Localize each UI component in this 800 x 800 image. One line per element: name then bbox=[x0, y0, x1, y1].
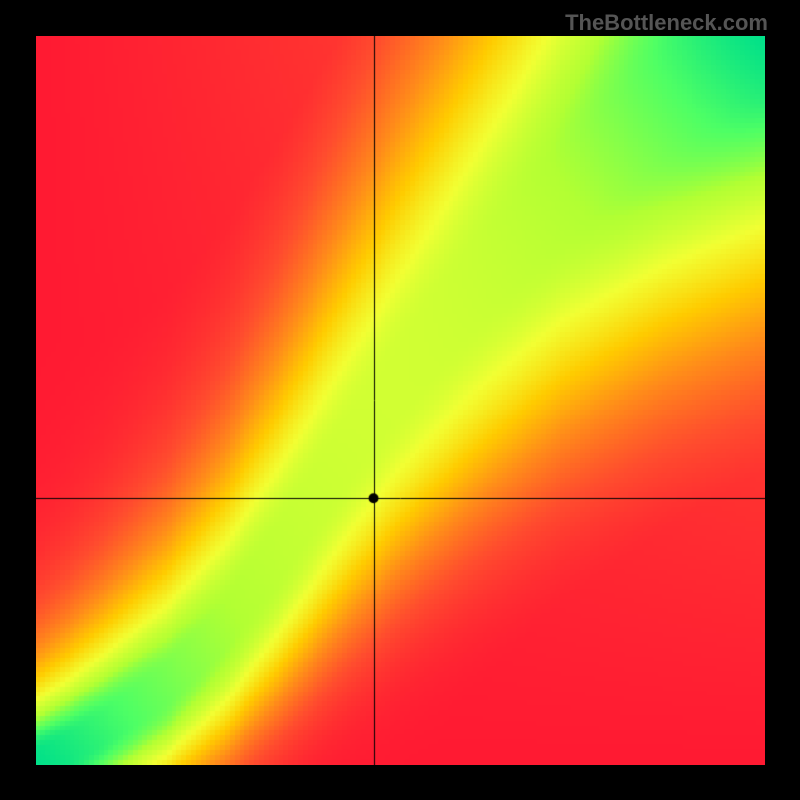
chart-container: TheBottleneck.com bbox=[0, 0, 800, 800]
watermark-text: TheBottleneck.com bbox=[565, 10, 768, 36]
bottleneck-heatmap bbox=[36, 36, 765, 765]
